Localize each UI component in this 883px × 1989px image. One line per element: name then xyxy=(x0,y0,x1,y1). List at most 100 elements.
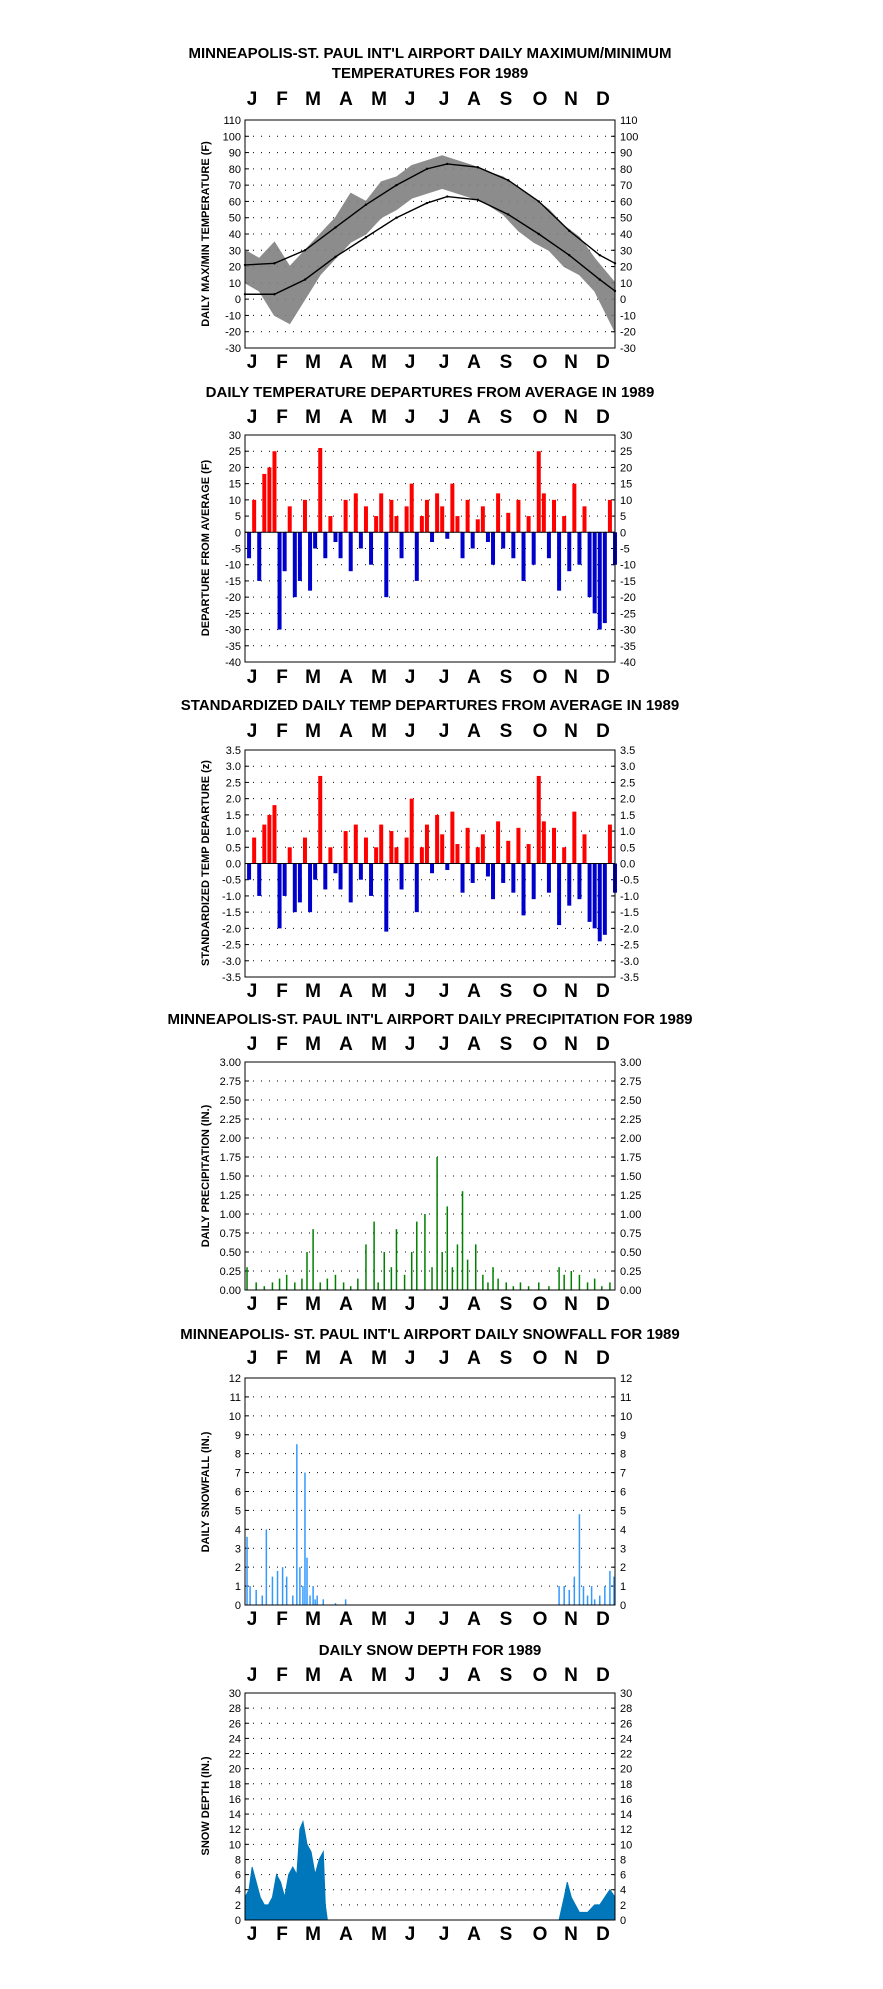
bar-mark xyxy=(297,863,302,903)
bar-mark xyxy=(287,506,292,533)
y-tick-label-left: 50 xyxy=(229,213,241,225)
bar-mark xyxy=(541,821,546,864)
bar-mark xyxy=(592,863,597,929)
y-tick-label-left: 5 xyxy=(235,1505,241,1517)
month-label-top: O xyxy=(533,89,548,110)
month-label-bottom: A xyxy=(339,1924,353,1945)
bar-mark xyxy=(570,1271,573,1290)
month-label-bottom: A xyxy=(467,1609,481,1630)
month-label-bottom: A xyxy=(467,667,481,688)
y-tick-label-left: -30 xyxy=(225,625,241,637)
y-tick-label-left: -1.0 xyxy=(222,891,241,903)
normal-point xyxy=(598,278,601,281)
bar-mark xyxy=(511,532,516,559)
bar-mark xyxy=(349,1286,352,1290)
y-tick-label-right: 10 xyxy=(620,495,632,507)
month-label-top: O xyxy=(533,407,548,428)
bar-mark xyxy=(379,824,384,864)
bar-mark xyxy=(586,1282,589,1290)
month-label-top: F xyxy=(276,89,288,110)
normal-point xyxy=(303,249,307,252)
bar-mark xyxy=(410,1252,413,1290)
y-tick-label-right: -2.5 xyxy=(620,940,639,952)
month-label-top: D xyxy=(596,89,610,110)
bar-mark xyxy=(308,863,313,913)
y-tick-label-left: 14 xyxy=(229,1809,241,1821)
month-label-bottom: J xyxy=(439,352,450,373)
y-tick-label-right: -30 xyxy=(620,625,636,637)
month-label-bottom: J xyxy=(405,667,416,688)
month-label-bottom: J xyxy=(405,1924,416,1945)
bar-mark xyxy=(404,837,409,864)
month-label-bottom: A xyxy=(467,1294,481,1315)
month-label-top: S xyxy=(500,721,513,742)
bar-mark xyxy=(546,532,551,559)
bar-mark xyxy=(297,532,302,581)
y-tick-label-right: -15 xyxy=(620,576,636,588)
month-label-top: F xyxy=(276,1034,288,1055)
normal-point xyxy=(334,255,337,258)
month-label-top: S xyxy=(500,407,513,428)
bar-mark xyxy=(343,831,348,864)
y-tick-label-right: 80 xyxy=(620,164,632,176)
month-label-top: J xyxy=(405,407,416,428)
bar-mark xyxy=(572,811,577,864)
month-label-top: J xyxy=(247,721,258,742)
month-label-top: O xyxy=(533,1665,548,1686)
y-tick-label-right: 2.25 xyxy=(620,1114,641,1126)
y-tick-label-right: 12 xyxy=(620,1824,632,1836)
bar-mark xyxy=(501,863,506,883)
y-tick-label-right: -10 xyxy=(620,310,636,322)
bar-mark xyxy=(456,1244,459,1290)
bar-mark xyxy=(613,1576,615,1605)
bar-mark xyxy=(334,1603,337,1605)
month-label-top: A xyxy=(339,1665,353,1686)
bar-mark xyxy=(586,1595,589,1605)
bar-mark xyxy=(394,516,399,533)
y-tick-label-right: 14 xyxy=(620,1809,632,1821)
y-tick-label-right: 1 xyxy=(620,1581,626,1593)
y-tick-label-right: 0 xyxy=(620,527,626,539)
month-label-bottom: J xyxy=(405,1294,416,1315)
bar-mark xyxy=(257,863,262,896)
bar-mark xyxy=(384,863,389,932)
bar-mark xyxy=(527,1286,530,1290)
month-label-top: A xyxy=(467,89,481,110)
bar-mark xyxy=(363,506,368,533)
y-tick-label-right: 0 xyxy=(620,1915,626,1927)
bar-mark xyxy=(597,532,602,630)
month-label-bottom: M xyxy=(371,981,387,1002)
normal-point xyxy=(395,216,398,219)
month-label-bottom: J xyxy=(247,667,258,688)
bar-mark xyxy=(292,863,297,913)
y-tick-label-left: 10 xyxy=(229,1411,241,1423)
y-tick-label-left: 12 xyxy=(229,1373,241,1385)
month-label-bottom: J xyxy=(247,1294,258,1315)
bar-mark xyxy=(466,1259,469,1290)
y-tick-label-right: 3.00 xyxy=(620,1057,641,1069)
y-tick-label-right: 90 xyxy=(620,148,632,160)
month-label-bottom: M xyxy=(305,1294,321,1315)
y-tick-label-right: 110 xyxy=(620,115,638,127)
y-tick-label-right: 8 xyxy=(620,1854,626,1866)
chart-departures: DAILY TEMPERATURE DEPARTURES FROM AVERAG… xyxy=(200,384,654,688)
bar-mark xyxy=(521,532,526,581)
normal-point xyxy=(273,262,276,265)
bar-mark xyxy=(460,863,465,893)
bar-mark xyxy=(440,506,445,533)
bar-mark xyxy=(593,1278,596,1290)
y-tick-label-left: 30 xyxy=(229,245,241,257)
normal-point xyxy=(364,236,368,239)
y-tick-label-left: 10 xyxy=(229,495,241,507)
y-tick-label-left: -10 xyxy=(225,310,241,322)
y-tick-label-right: 24 xyxy=(620,1733,632,1745)
month-label-bottom: S xyxy=(500,1609,513,1630)
month-label-bottom: D xyxy=(596,1924,610,1945)
month-label-top: M xyxy=(305,721,321,742)
bar-mark xyxy=(333,863,338,874)
plot-frame xyxy=(244,749,616,978)
month-label-bottom: M xyxy=(371,352,387,373)
bar-mark xyxy=(491,532,496,565)
month-label-top: J xyxy=(405,721,416,742)
y-tick-label-left: 12 xyxy=(229,1824,241,1836)
